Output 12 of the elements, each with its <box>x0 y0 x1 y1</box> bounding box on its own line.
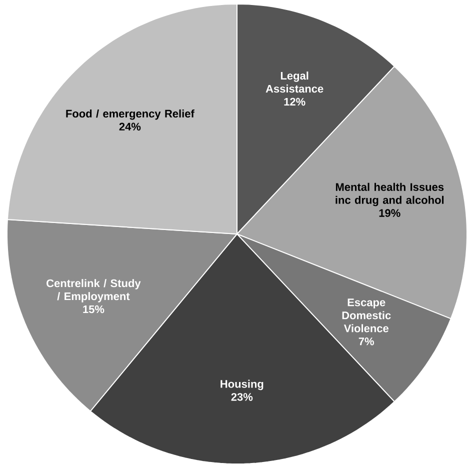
slice-label: Legal Assistance <box>266 72 324 93</box>
data-label: 12% <box>284 98 306 106</box>
data-label: 19% <box>379 209 400 217</box>
slice-label: Centrelink / Study / Employment <box>46 279 141 302</box>
slice-label: Housing <box>220 380 264 390</box>
data-label: 7% <box>358 337 374 346</box>
slice-label: Escape Domestic Violence <box>342 298 391 332</box>
slice-label: Food / emergency Relief <box>66 109 194 120</box>
data-label: 23% <box>231 393 253 401</box>
data-label: 15% <box>83 305 104 314</box>
slice-label: Mental health Issues inc drug and alcohol <box>336 182 444 206</box>
data-label: 24% <box>119 122 141 131</box>
